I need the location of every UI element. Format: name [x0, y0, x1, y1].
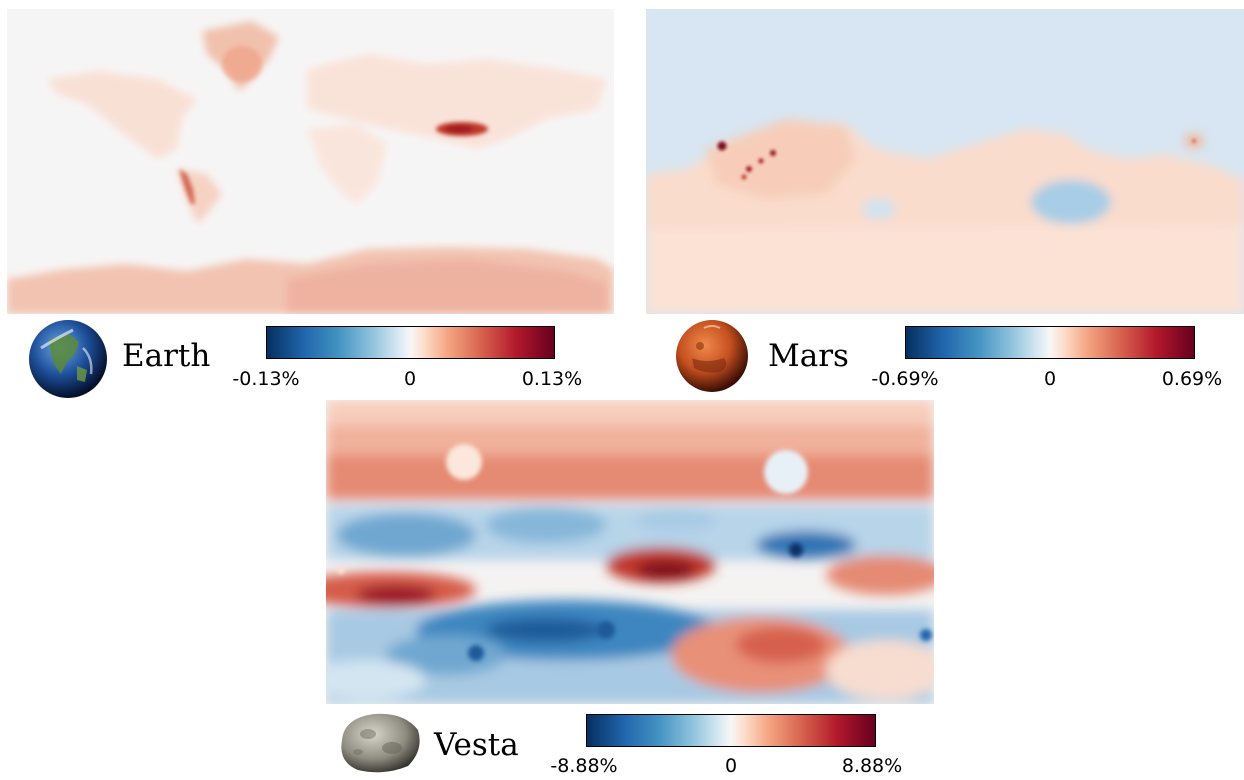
earth-label: Earth — [122, 338, 211, 374]
vesta-colorbar-max-label: 8.88% — [841, 755, 903, 777]
vesta-map — [326, 400, 934, 704]
earth-map — [7, 9, 614, 314]
mars-colorbar-min-label: -0.69% — [871, 368, 939, 390]
mars-colorbar-max-label: 0.69% — [1161, 368, 1223, 390]
earth-colorbar-mid-label: 0 — [403, 368, 417, 390]
earth-colorbar — [266, 326, 555, 359]
mars-colorbar-mid-label: 0 — [1043, 368, 1057, 390]
mars-globe-icon — [674, 318, 750, 394]
vesta-asteroid-icon — [334, 710, 424, 776]
vesta-colorbar-min-label: -8.88% — [550, 755, 618, 777]
vesta-colorbar-mid-label: 0 — [724, 755, 738, 777]
mars-map — [646, 9, 1244, 314]
earth-globe-icon — [27, 318, 109, 400]
vesta-label: Vesta — [434, 727, 519, 763]
mars-label: Mars — [768, 338, 849, 374]
earth-colorbar-min-label: -0.13% — [232, 368, 300, 390]
mars-colorbar — [905, 326, 1195, 359]
vesta-colorbar — [586, 714, 876, 747]
earth-colorbar-max-label: 0.13% — [521, 368, 583, 390]
